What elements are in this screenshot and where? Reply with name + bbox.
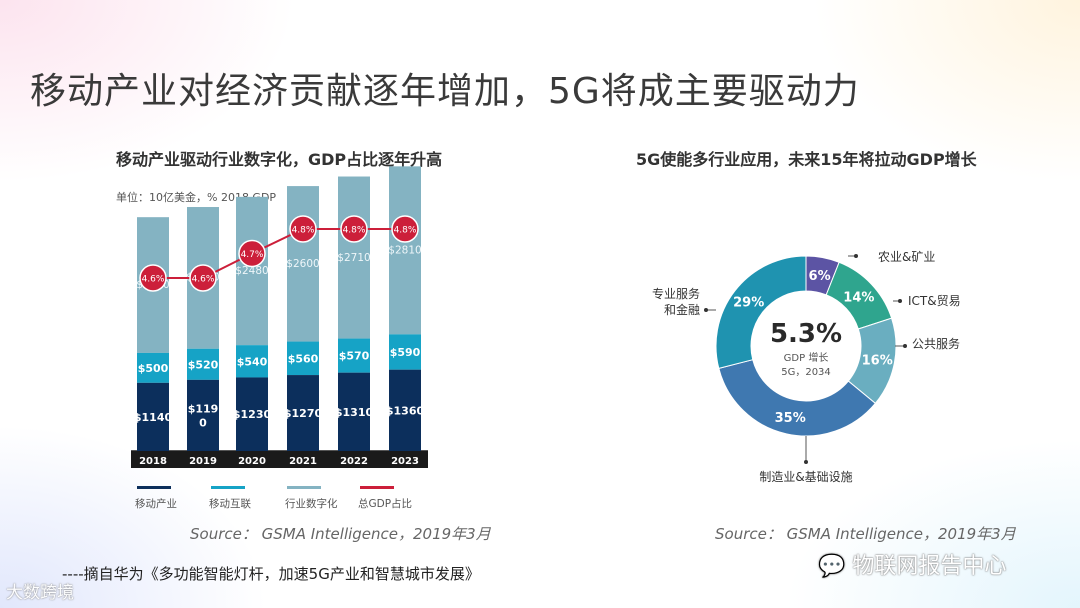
bar-mobile-industry <box>137 382 169 451</box>
label-mobile-internet: $520 <box>188 358 219 371</box>
label-industry-digital: $2810 <box>388 245 421 257</box>
legend-swatch <box>211 486 245 489</box>
label-mobile-industry: $1310 <box>335 406 374 419</box>
leader-dot <box>704 308 708 312</box>
label-gdp-share: 4.8% <box>394 226 417 236</box>
label-gdp-share: 4.8% <box>292 226 315 236</box>
donut-category-label: ICT&贸易 <box>908 294 961 308</box>
leader-dot <box>898 299 902 303</box>
legend-label: 总GDP占比 <box>358 497 412 510</box>
leader-dot <box>804 460 808 464</box>
gdp-share-point <box>391 215 419 243</box>
label-mobile-industry: $1230 <box>233 408 272 421</box>
label-industry-digital: $2600 <box>286 258 319 270</box>
bar-mobile-internet <box>187 348 219 380</box>
donut-chart-source: Source： GSMA Intelligence，2019年3月 <box>715 525 1016 543</box>
donut-slice-label: 16% <box>862 354 893 369</box>
leader-dot <box>903 344 907 348</box>
bar-mobile-industry <box>338 372 370 451</box>
bar-chart-source: Source： GSMA Intelligence，2019年3月 <box>190 525 491 543</box>
page-title: 移动产业对经济贡献逐年增加，5G将成主要驱动力 <box>30 71 860 112</box>
label-gdp-share: 4.8% <box>343 226 366 236</box>
donut-category-label: 公共服务 <box>912 336 960 351</box>
label-mobile-internet: $500 <box>138 362 169 375</box>
donut-slice-label: 35% <box>775 411 806 426</box>
donut-slice-label: 29% <box>733 296 764 311</box>
tick-year: 2018 <box>139 456 167 467</box>
label-mobile-internet: $590 <box>390 346 421 359</box>
bar-mobile-internet <box>137 352 169 383</box>
donut-hole <box>752 292 860 400</box>
donut-slice <box>715 255 807 369</box>
bar-mobile-industry <box>187 379 219 451</box>
bar-mobile-internet <box>287 341 319 376</box>
gdp-share-point <box>139 264 167 292</box>
donut-chart-title: 5G使能多行业应用，未来15年将拉动GDP增长 <box>636 150 977 169</box>
bar-mobile-internet <box>338 338 370 373</box>
donut-slice <box>718 359 877 437</box>
label-gdp-share: 4.6% <box>142 275 165 285</box>
label-industry-digital: $2710 <box>337 252 370 264</box>
tick-year: 2021 <box>289 456 317 467</box>
label-gdp-share: 4.6% <box>192 275 215 285</box>
bar-mobile-industry <box>236 377 268 451</box>
donut-category-label: 制造业&基础设施 <box>759 470 852 484</box>
label-gdp-share: 4.7% <box>241 250 264 260</box>
donut-slice-label: 14% <box>843 290 874 305</box>
watermark-right: 💬 物联网报告中心 <box>818 548 1006 580</box>
bar-industry-digital <box>338 176 370 339</box>
donut-category-label: 专业服务和金融 <box>652 286 700 317</box>
tick-year: 2022 <box>340 456 368 467</box>
bar-mobile-industry <box>389 369 421 451</box>
legend-swatch <box>287 486 321 489</box>
watermark-right-text: 物联网报告中心 <box>852 554 1007 579</box>
gdp-share-point <box>189 264 217 292</box>
tick-year: 2019 <box>189 456 217 467</box>
label-mobile-industry: $1270 <box>284 407 323 420</box>
gdp-share-point <box>238 239 266 268</box>
legend-swatch <box>137 486 171 489</box>
tick-year: 2020 <box>238 456 266 467</box>
watermark-left: 大数跨境 <box>6 583 74 603</box>
year-strip <box>131 451 428 468</box>
footnote: ----摘自华为《多功能智能灯杆，加速5G产业和智慧城市发展》 <box>62 565 480 583</box>
bar-industry-digital <box>236 196 268 346</box>
label-mobile-industry: $119 0 <box>188 402 219 429</box>
label-mobile-internet: $570 <box>339 350 370 363</box>
wechat-icon: 💬 <box>818 554 846 579</box>
legend-label: 移动产业 <box>135 497 177 510</box>
bar-mobile-industry <box>287 375 319 451</box>
label-industry-digital: $2480 <box>235 265 268 277</box>
leader-dot <box>854 254 858 258</box>
bar-industry-digital <box>287 186 319 342</box>
label-mobile-internet: $560 <box>288 352 319 365</box>
gdp-share-point <box>340 215 368 243</box>
legend-label: 行业数字化 <box>285 497 338 510</box>
label-mobile-industry: $1140 <box>134 411 173 424</box>
legend-swatch <box>360 486 394 489</box>
bar-chart-title: 移动产业驱动行业数字化，GDP占比逐年升高 <box>116 150 443 169</box>
donut-category-label: 农业&矿业 <box>878 250 935 264</box>
donut-center-value: 5.3% <box>770 319 842 349</box>
bar-mobile-internet <box>236 345 268 378</box>
bar-mobile-internet <box>389 334 421 370</box>
gdp-share-point <box>289 215 317 243</box>
donut-center-label: GDP 增长 <box>784 351 829 364</box>
bar-industry-digital <box>389 166 421 335</box>
legend-label: 移动互联 <box>209 497 251 510</box>
tick-year: 2023 <box>391 456 419 467</box>
label-mobile-internet: $540 <box>237 355 268 368</box>
donut-center-sublabel: 5G，2034 <box>781 367 831 378</box>
donut-slice-label: 6% <box>809 269 831 284</box>
label-mobile-industry: $1360 <box>386 404 425 417</box>
